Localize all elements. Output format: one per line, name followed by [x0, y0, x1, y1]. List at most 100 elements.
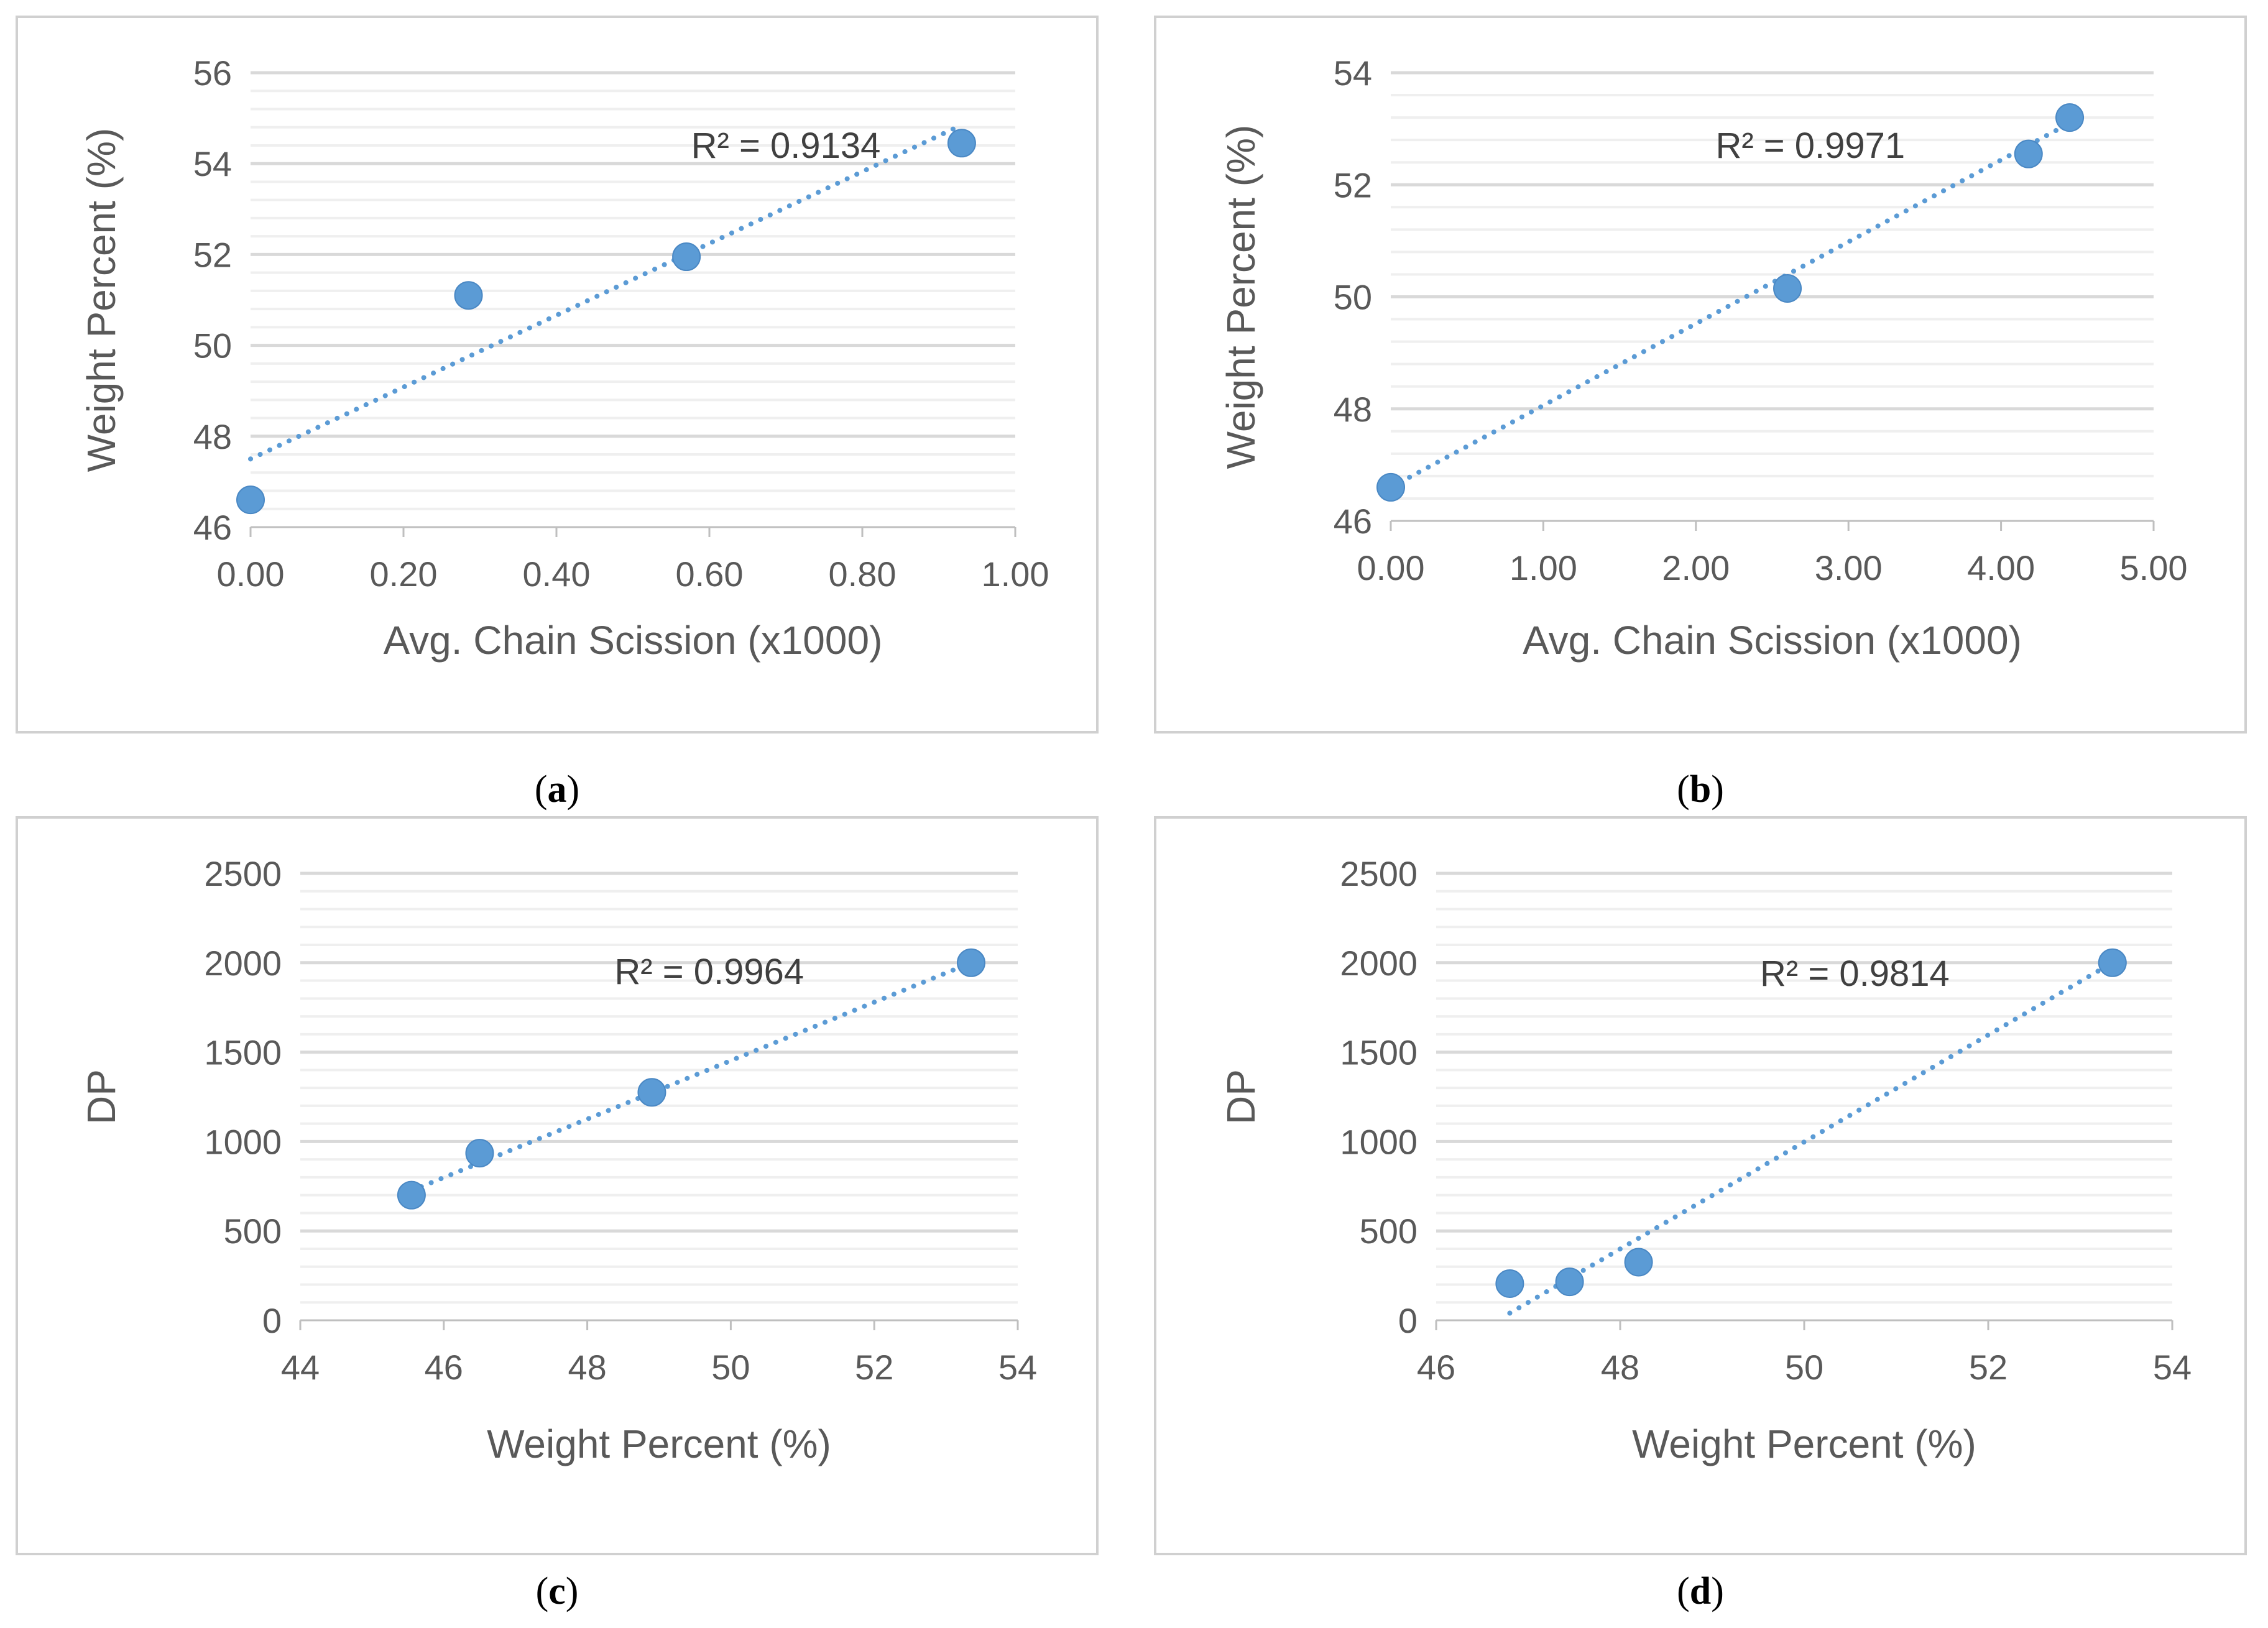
data-point [236, 485, 265, 515]
x-tick-label: 2.00 [1662, 548, 1730, 587]
x-tick-label: 0.00 [217, 554, 285, 594]
y-tick-label: 1000 [1340, 1122, 1418, 1161]
x-tick-label: 0.00 [1357, 548, 1425, 587]
y-tick-label: 2500 [1340, 854, 1418, 893]
y-tick-label: 56 [193, 53, 232, 93]
data-points [1376, 103, 2085, 502]
data-point [397, 1180, 426, 1210]
y-tick-label: 50 [1334, 278, 1372, 317]
trendline [1507, 960, 2115, 1316]
major-gridlines [1391, 71, 2154, 411]
r-squared-label: R² = 0.9971 [1715, 126, 1905, 166]
y-axis-title: Weight Percent (%) [79, 128, 124, 472]
chart-panel-a: 46 48 50 52 54 56 0.00 0.20 0.40 0.60 0.80 1.00 Avg.… [16, 16, 1099, 811]
y-axis-title: Weight Percent (%) [1219, 125, 1263, 469]
y-tick-label: 46 [1334, 502, 1372, 541]
x-tick-label: 0.80 [829, 554, 897, 594]
data-point [465, 1139, 494, 1168]
x-axis-title: Avg. Chain Scission (x1000) [1523, 618, 2022, 663]
x-tick-label: 1.00 [982, 554, 1049, 594]
chart-panel-c: 0 500 1000 1500 2000 2500 44 46 48 50 52 54 Weight P… [16, 816, 1099, 1612]
x-tick-label: 0.20 [370, 554, 438, 594]
x-tick-label: 0.60 [676, 554, 744, 594]
r-squared-label: R² = 0.9134 [691, 126, 881, 166]
x-tick-label: 52 [1969, 1348, 2008, 1387]
x-tick-label: 46 [425, 1348, 463, 1387]
y-tick-label: 2500 [204, 854, 282, 893]
chart-panel-b: 46 48 50 52 54 0.00 1.00 2.00 3.00 4.00 5.00 Avg. C… [1154, 16, 2247, 811]
panel-caption: (d) [1677, 1570, 1724, 1612]
chart-panel-d: 0 500 1000 1500 2000 2500 46 48 50 52 54 Weight Per… [1154, 816, 2247, 1612]
major-gridlines [300, 871, 1018, 1233]
x-tick-label: 48 [1601, 1348, 1639, 1387]
data-points [397, 948, 985, 1210]
panel-frame [1154, 816, 2247, 1555]
y-tick-label: 52 [193, 235, 232, 274]
trendline [248, 122, 964, 462]
data-point [1495, 1269, 1524, 1299]
y-tick-label: 500 [224, 1212, 282, 1251]
y-tick-label: 500 [1360, 1212, 1418, 1251]
data-points [1495, 948, 2127, 1299]
x-tick-label: 50 [1785, 1348, 1823, 1387]
y-tick-label: 52 [1334, 165, 1372, 205]
y-axis-title: DP [79, 1069, 124, 1124]
data-point [2098, 948, 2127, 977]
x-tick-label: 4.00 [1967, 548, 2035, 587]
panel-frame [1154, 16, 2247, 734]
x-tick-label: 52 [855, 1348, 893, 1387]
data-point [672, 242, 701, 272]
x-tick-label: 0.40 [523, 554, 591, 594]
panel-frame [16, 16, 1099, 734]
x-tick-label: 50 [711, 1348, 750, 1387]
x-tick-label: 54 [2153, 1348, 2192, 1387]
panel-caption: (b) [1677, 768, 1724, 811]
data-point [1624, 1248, 1653, 1277]
minor-gridlines [300, 890, 1018, 1304]
panel-caption: (a) [535, 768, 579, 811]
panel-caption: (c) [536, 1570, 579, 1612]
x-tick-label: 48 [568, 1348, 606, 1387]
x-tick-label: 54 [998, 1348, 1037, 1387]
y-tick-label: 54 [1334, 53, 1372, 93]
y-axis-title: DP [1219, 1069, 1263, 1124]
y-tick-label: 1500 [1340, 1033, 1418, 1072]
data-point [1773, 274, 1802, 303]
x-tick-label: 3.00 [1815, 548, 1883, 587]
y-tick-label: 0 [1398, 1301, 1418, 1340]
major-gridlines [251, 71, 1015, 438]
y-tick-label: 48 [1334, 390, 1372, 429]
y-tick-label: 1500 [204, 1033, 282, 1072]
minor-gridlines [1391, 94, 2154, 500]
x-axis-title: Weight Percent (%) [487, 1422, 831, 1466]
data-point [2055, 103, 2085, 132]
y-tick-label: 1000 [204, 1122, 282, 1161]
x-tick-label: 1.00 [1510, 548, 1577, 587]
data-point [1555, 1267, 1584, 1297]
data-point [956, 948, 985, 977]
y-tick-label: 50 [193, 326, 232, 366]
data-point [637, 1078, 666, 1107]
y-tick-label: 54 [193, 144, 232, 183]
x-tick-label: 44 [281, 1348, 320, 1387]
r-squared-label: R² = 0.9964 [614, 952, 804, 992]
data-point [454, 281, 483, 310]
y-tick-label: 48 [193, 417, 232, 456]
panel-frame [16, 816, 1099, 1555]
y-tick-label: 2000 [1340, 944, 1418, 983]
x-axis-title: Weight Percent (%) [1632, 1422, 1976, 1466]
data-points [236, 129, 976, 515]
minor-gridlines [1436, 890, 2172, 1304]
r-squared-label: R² = 0.9814 [1760, 954, 1950, 994]
data-point [947, 129, 976, 158]
data-point [1376, 472, 1405, 502]
y-tick-label: 2000 [204, 944, 282, 983]
x-axis-title: Avg. Chain Scission (x1000) [384, 618, 883, 663]
data-point [2014, 139, 2043, 168]
y-tick-label: 46 [193, 508, 232, 547]
x-tick-label: 5.00 [2120, 548, 2188, 587]
minor-gridlines [251, 90, 1015, 510]
trendline [1388, 121, 2073, 490]
y-tick-label: 0 [262, 1301, 282, 1340]
